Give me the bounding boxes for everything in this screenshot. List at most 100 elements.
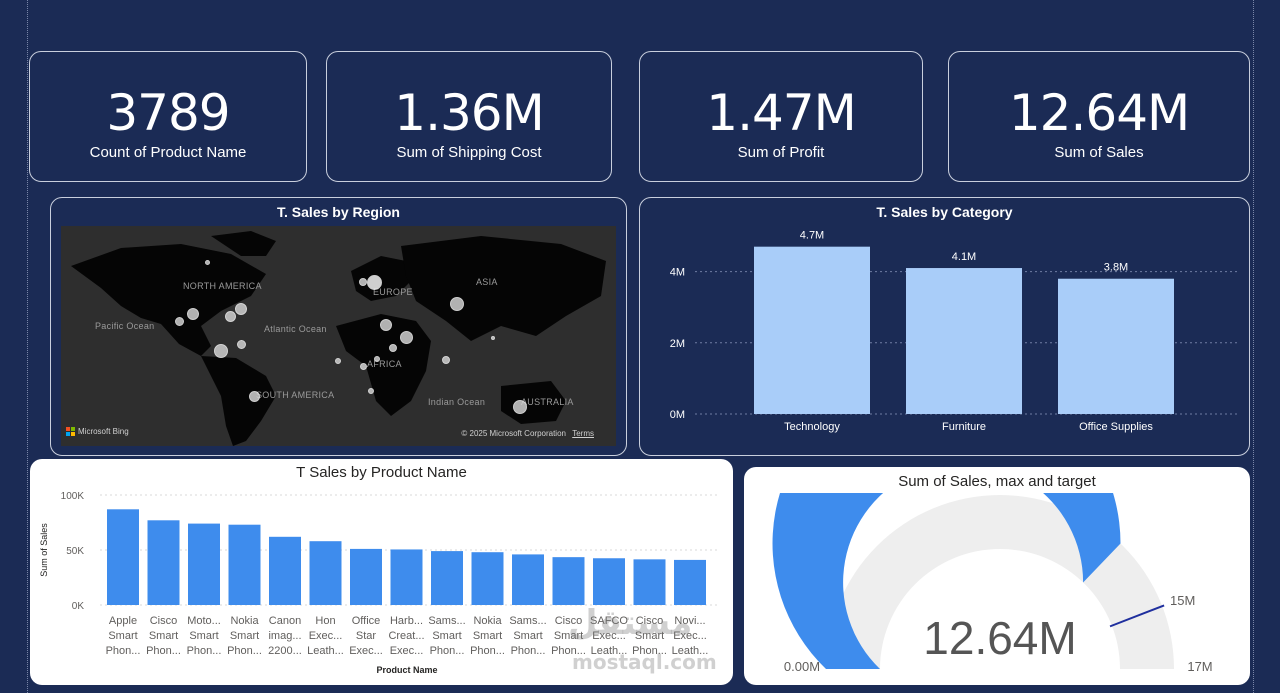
map-bubble[interactable] [491,336,495,340]
x-tick-label: Cisco [150,615,178,627]
x-tick-label: Smart [108,630,137,642]
world-map[interactable]: NORTH AMERICA EUROPE ASIA Pacific Ocean … [61,226,616,446]
watermark-arabic: مستقل [568,603,693,643]
map-bubble[interactable] [367,275,382,290]
map-bubble[interactable] [374,356,380,362]
map-bubble[interactable] [360,363,367,370]
kpi-card-profit[interactable]: 1.47M Sum of Profit [639,51,923,182]
kpi-value: 12.64M [1008,84,1190,142]
gauge-fill[interactable] [772,493,1121,669]
product-bar[interactable] [552,557,585,605]
kpi-card-count-product[interactable]: 3789 Count of Product Name [29,51,307,182]
x-tick-label: Novi... [674,615,705,627]
x-tick-label: Star [356,630,377,642]
map-label-africa: AFRICA [367,359,402,369]
x-tick-label: Smart [230,630,259,642]
map-bubble[interactable] [513,400,527,414]
bing-label: Microsoft Bing [78,427,129,436]
kpi-value: 1.47M [706,84,856,142]
map-bubble[interactable] [225,311,236,322]
x-tick-label: Nokia [230,615,259,627]
map-bubble[interactable] [450,297,464,311]
category-bar[interactable] [754,246,870,414]
x-tick-label: Nokia [473,615,502,627]
map-title: T. Sales by Region [277,204,400,220]
gauge-panel[interactable]: Sum of Sales, max and target 12.64M 0.00M… [744,467,1250,685]
map-bubble[interactable] [380,319,392,331]
product-bar[interactable] [269,536,301,605]
x-tick-label: Exec... [349,645,383,657]
product-bar[interactable] [471,552,504,605]
product-bar[interactable] [431,551,463,605]
product-bar[interactable] [228,524,261,605]
map-label-europe: EUROPE [373,287,413,297]
x-tick-label: Leath... [591,645,628,657]
product-bar[interactable] [107,509,139,605]
gauge-min-label: 0.00M [784,659,820,674]
x-tick-label: Creat... [388,630,424,642]
map-bubble[interactable] [389,344,397,352]
product-bar[interactable] [188,523,220,605]
map-bubble[interactable] [249,391,260,402]
bing-logo: Microsoft Bing [66,427,129,436]
product-bar[interactable] [390,549,423,605]
x-tick-label: Phon... [470,645,505,657]
terms-link[interactable]: Terms [572,429,594,438]
x-axis-title: Product Name [376,665,437,675]
x-tick-label: Phon... [430,645,465,657]
x-tick-label: Phon... [511,645,546,657]
category-chart-panel[interactable]: T. Sales by Category 0M 2M 4M 4.7M Technolog… [639,197,1250,456]
x-tick-label: Smart [554,630,583,642]
x-tick-label: Smart [473,630,502,642]
x-tick-label: Exec... [592,630,626,642]
x-tick-label: Phon... [227,645,262,657]
y-tick-label: 50K [66,546,84,557]
map-panel[interactable]: T. Sales by Region NORTH AMERICA EUROPE … [50,197,627,456]
kpi-value: 3789 [106,84,230,142]
map-bubble[interactable] [235,303,247,315]
kpi-card-sales[interactable]: 12.64M Sum of Sales [948,51,1250,182]
map-bubble[interactable] [205,260,210,265]
y-tick-label: 4M [670,267,685,279]
x-tick-label: Office [352,615,381,627]
map-bubble[interactable] [442,356,450,364]
map-bubble[interactable] [368,388,374,394]
map-bubble[interactable] [359,278,367,286]
product-chart-title: T Sales by Product Name [296,464,467,481]
product-bar[interactable] [593,558,625,605]
product-bar[interactable] [147,520,180,605]
product-bar[interactable] [674,559,706,605]
x-tick-label: Smart [513,630,542,642]
x-tick-label: Smart [189,630,218,642]
map-bubble[interactable] [175,317,184,326]
kpi-label: Sum of Profit [737,144,825,161]
continents-layer [71,231,606,446]
product-chart-panel[interactable]: T Sales by Product Name 0K 50K 100K Sum of … [30,459,733,685]
x-tick-label: Office Supplies [1079,421,1153,433]
kpi-card-shipping-cost[interactable]: 1.36M Sum of Shipping Cost [326,51,612,182]
map-bubble[interactable] [187,308,199,320]
gauge-title: Sum of Sales, max and target [898,473,1096,490]
product-bar[interactable] [512,554,544,605]
product-bar[interactable] [350,548,382,605]
category-bar[interactable] [1058,278,1174,414]
x-tick-label: Exec... [309,630,343,642]
x-tick-label: Phon... [106,645,141,657]
x-tick-label: Furniture [942,421,986,433]
kpi-value: 1.36M [394,84,544,142]
map-bubble[interactable] [237,340,246,349]
map-bubble[interactable] [214,344,228,358]
data-label: 4.1M [952,251,976,263]
map-bubble[interactable] [335,358,341,364]
continent-greenland [211,231,276,256]
x-tick-label: Sams... [509,615,546,627]
x-tick-label: Apple [109,615,137,627]
category-bar[interactable] [906,268,1022,414]
x-tick-label: Smart [432,630,461,642]
x-tick-label: Exec... [673,630,707,642]
map-bubble[interactable] [400,331,413,344]
product-bar[interactable] [309,541,342,605]
product-bar[interactable] [633,559,666,605]
map-label-australia: AUSTRALIA [521,397,574,407]
map-label-pacific: Pacific Ocean [95,321,155,331]
